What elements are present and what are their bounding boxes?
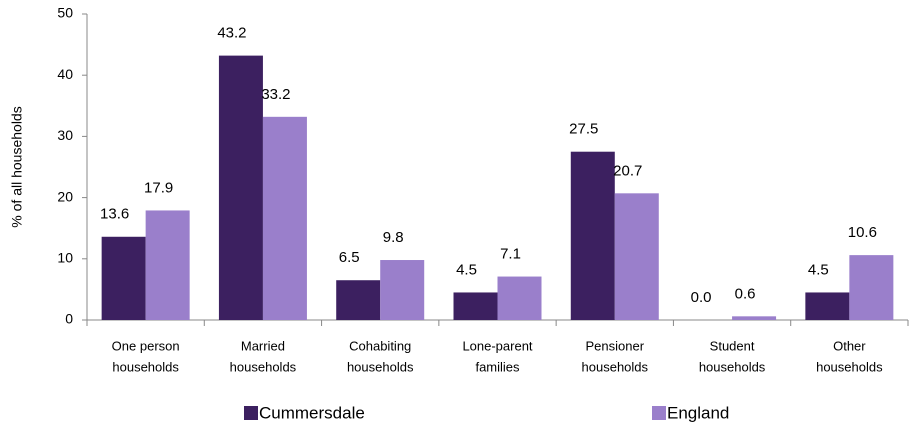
- y-tick-label: 20: [57, 188, 73, 204]
- bar: [145, 210, 190, 320]
- data-label: 9.8: [383, 229, 404, 246]
- data-label: 0.0: [691, 289, 712, 306]
- data-label: 0.6: [735, 285, 756, 302]
- bar: [614, 193, 659, 320]
- legend-swatch: [244, 406, 258, 420]
- data-label: 17.9: [144, 179, 173, 196]
- bar: [101, 236, 146, 320]
- data-label: 10.6: [848, 224, 877, 241]
- y-tick-label: 30: [57, 127, 73, 143]
- x-tick-label: households: [699, 359, 766, 374]
- legend-label: Cummersdale: [259, 403, 365, 422]
- bar: [805, 292, 850, 320]
- legend-label: England: [667, 403, 729, 422]
- data-label: 7.1: [500, 246, 521, 263]
- x-tick-label: Married: [241, 338, 285, 353]
- x-tick-label: Cohabiting: [349, 338, 411, 353]
- bar: [497, 276, 542, 320]
- data-label: 20.7: [613, 162, 642, 179]
- bar: [380, 260, 425, 320]
- y-tick-label: 0: [65, 311, 73, 327]
- x-tick-label: One person: [112, 338, 180, 353]
- y-tick-label: 10: [57, 250, 73, 266]
- x-tick-label: Student: [710, 338, 755, 353]
- y-tick-label: 40: [57, 66, 73, 82]
- data-label: 6.5: [339, 249, 360, 266]
- x-tick-label: households: [230, 359, 297, 374]
- data-label: 4.5: [456, 261, 477, 278]
- data-label: 13.6: [100, 206, 129, 223]
- bar: [849, 255, 894, 320]
- data-label: 27.5: [569, 121, 598, 138]
- x-tick-label: households: [816, 359, 883, 374]
- bar: [262, 116, 307, 320]
- y-tick-label: 50: [57, 5, 73, 21]
- y-axis-title: % of all households: [9, 106, 25, 227]
- bar: [218, 55, 263, 321]
- bar: [453, 292, 498, 320]
- x-tick-label: families: [475, 359, 520, 374]
- data-label: 33.2: [261, 86, 290, 103]
- bar: [732, 316, 777, 320]
- x-tick-label: households: [112, 359, 179, 374]
- x-tick-label: Pensioner: [586, 338, 645, 353]
- legend-swatch: [652, 406, 666, 420]
- x-tick-label: households: [582, 359, 649, 374]
- x-tick-label: Other: [833, 338, 866, 353]
- bar: [570, 151, 615, 320]
- x-tick-label: Lone-parent: [462, 338, 532, 353]
- x-tick-label: households: [347, 359, 414, 374]
- data-label: 43.2: [217, 25, 246, 42]
- bar: [336, 280, 381, 320]
- data-label: 4.5: [808, 261, 829, 278]
